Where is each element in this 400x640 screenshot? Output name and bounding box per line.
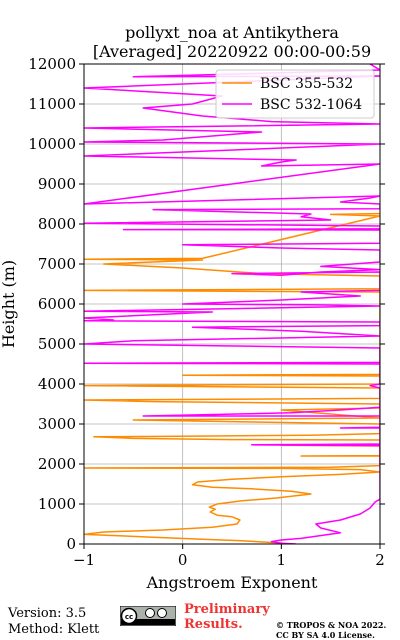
method-text: Method: Klett [8, 622, 100, 637]
copyright-line-2: CC BY SA 4.0 License. [276, 630, 375, 640]
x-tick-label: 1 [277, 551, 287, 569]
figure: pollyxt_noa at Antikythera [Averaged] 20… [0, 23, 385, 592]
svg-text:cc: cc [125, 613, 133, 621]
series-layer [84, 64, 380, 544]
y-tick-label: 8000 [38, 215, 76, 233]
x-tick-label: −1 [73, 551, 95, 569]
x-axis-label: Angstroem Exponent [146, 573, 318, 592]
y-tick-label: 9000 [38, 175, 76, 193]
cc-by-sa-icon: cc [120, 606, 176, 626]
y-tick-label: 3000 [38, 415, 76, 433]
legend-label-bsc-532-1064: BSC 532-1064 [260, 97, 362, 113]
y-axis-label: Height (m) [0, 260, 18, 348]
copyright-text: © TROPOS & NOA 2022. CC BY SA 4.0 Licens… [276, 620, 400, 640]
x-tick-label: 2 [375, 551, 385, 569]
copyright-line-1: © TROPOS & NOA 2022. [276, 620, 387, 630]
x-tick-label: 0 [178, 551, 188, 569]
legend-label-bsc-355-532: BSC 355-532 [260, 76, 353, 92]
y-tick-label: 7000 [38, 255, 76, 273]
y-tick-label: 4000 [38, 375, 76, 393]
y-tick-label: 10000 [28, 135, 76, 153]
y-tick-label: 5000 [38, 335, 76, 353]
legend-box [215, 69, 375, 119]
series-line-bsc-355-532 [84, 212, 380, 544]
series-line-bsc-532-1064 [84, 64, 380, 544]
y-tick-label: 6000 [38, 295, 76, 313]
chart-subtitle: [Averaged] 20220922 00:00-00:59 [93, 42, 371, 61]
y-tick-label: 12000 [28, 55, 76, 73]
version-text: Version: 3.5 [8, 606, 87, 621]
plot-area: −1 0 1 201000200030004000500060007000800090… [28, 55, 385, 569]
legend: BSC 355-532 BSC 532-1064 [215, 69, 375, 119]
y-tick-label: 0 [66, 535, 76, 553]
chart-title: pollyxt_noa at Antikythera [125, 23, 339, 42]
y-tick-label: 1000 [38, 495, 76, 513]
y-tick-label: 11000 [28, 95, 76, 113]
y-tick-label: 2000 [38, 455, 76, 473]
ticks: −1 0 1 201000200030004000500060007000800090… [28, 55, 385, 569]
preliminary-results-text: Preliminary Results. [184, 602, 270, 632]
